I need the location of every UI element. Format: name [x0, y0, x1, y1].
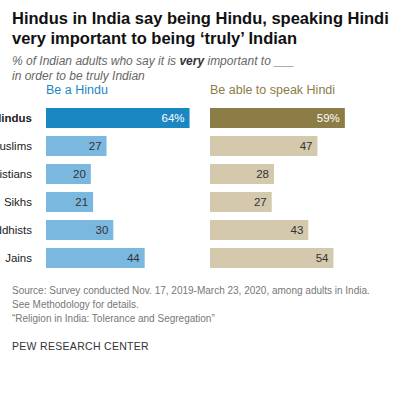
svg-text:21: 21 [75, 196, 88, 208]
html-text:very important to being ‘truly: very important to being ‘truly’ Indian [12, 29, 298, 47]
html-text:Be able to speak Hindi: Be able to speak Hindi [210, 83, 336, 97]
svg-text:44: 44 [127, 252, 140, 264]
svg-text:Jains: Jains [8, 252, 32, 264]
svg-text:27: 27 [89, 140, 102, 152]
svg-text:Buddhists: Buddhists [8, 224, 32, 236]
html-text:“Religion in India: Tolerance: “Religion in India: Tolerance and Segreg… [12, 313, 215, 324]
svg-text:43: 43 [290, 224, 303, 236]
svg-text:28: 28 [256, 168, 269, 180]
html-text:PEW RESEARCH CENTER: PEW RESEARCH CENTER [12, 340, 149, 352]
svg-text:Muslims: Muslims [8, 140, 32, 152]
svg-text:20: 20 [73, 168, 86, 180]
svg-text:Hindus: Hindus [8, 112, 32, 124]
html-text:Hindus in India say being Hind: Hindus in India say being Hindu, speakin… [12, 9, 389, 27]
svg-text:Christians: Christians [8, 168, 32, 180]
svg-text:30: 30 [95, 224, 108, 236]
svg-text:27: 27 [254, 196, 267, 208]
svg-text:Sikhs: Sikhs [8, 196, 32, 208]
html-text:Be a Hindu: Be a Hindu [46, 83, 108, 97]
html-text:Source: Survey conducted Nov.: Source: Survey conducted Nov. 17, 2019-M… [12, 285, 370, 296]
html-text:% of Indian adults who say it: % of Indian adults who say it is very im… [12, 54, 295, 68]
html-text:in order to be truly Indian: in order to be truly Indian [12, 69, 145, 83]
svg-text:64%: 64% [162, 112, 185, 124]
html-text:See Methodology for details.: See Methodology for details. [12, 299, 139, 310]
svg-text:59%: 59% [317, 112, 340, 124]
svg-text:54: 54 [316, 252, 329, 264]
svg-text:47: 47 [300, 140, 313, 152]
